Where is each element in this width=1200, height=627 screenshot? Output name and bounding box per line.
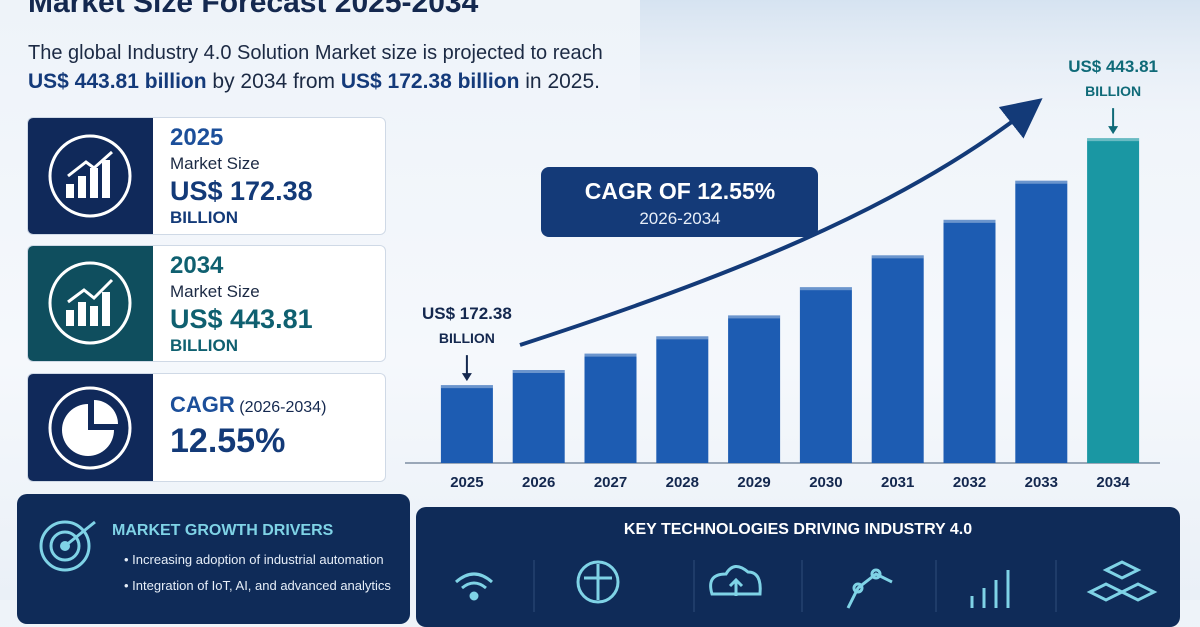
cagr-value: 12.55% (170, 422, 286, 460)
card-unit: BILLION (170, 336, 238, 355)
bar (656, 336, 709, 463)
bar-highlight (512, 370, 565, 374)
bar-highlight (799, 287, 852, 291)
bar (943, 219, 996, 463)
bar-highlight (584, 353, 637, 357)
card-cagr: CAGR (2026-2034) 12.55% (27, 373, 386, 482)
tech-panel: KEY TECHNOLOGIES DRIVING INDUSTRY 4.0 (416, 507, 1180, 627)
x-tick-label: 2033 (1025, 474, 1058, 491)
value-label: US$ 172.38 (422, 304, 512, 323)
x-tick-label: 2031 (881, 474, 914, 491)
bar-highlight (871, 255, 924, 259)
intro-line: US$ 443.81 billion by 2034 from US$ 172.… (28, 70, 600, 94)
card-icon (28, 118, 153, 234)
icon (48, 134, 132, 218)
card-2025: 2025 Market Size US$ 172.38 BILLION (27, 117, 386, 235)
card-year: 2025 (170, 124, 224, 151)
cagr-label: CAGR (170, 392, 235, 417)
bar (799, 287, 852, 463)
chart: CAGR OF 12.55% 2026-2034 2025 US$ 172.38 B… (405, 0, 1200, 491)
x-tick-label: 2026 (522, 474, 555, 491)
bar (1087, 138, 1140, 463)
intro-text: The global Industry 4.0 Solution Market … (28, 42, 603, 64)
card-value: US$ 172.38 (170, 176, 313, 206)
drivers-panel: MARKET GROWTH DRIVERS • Increasing adopt… (17, 494, 410, 624)
x-tick-label: 2029 (737, 474, 770, 491)
intro-end: in 2025. (525, 70, 600, 93)
icon (48, 386, 132, 470)
bar (1015, 180, 1068, 464)
icon (48, 261, 132, 345)
base-value: US$ 172.38 billion (340, 70, 520, 93)
card-2034: 2034 Market Size US$ 443.81 BILLION (27, 245, 386, 362)
driver-text: Integration of IoT, AI, and advanced ana… (132, 578, 391, 593)
growth-arrow (519, 98, 1043, 347)
bar (440, 385, 493, 463)
value-label-unit: BILLION (439, 330, 495, 346)
callout-period: 2026-2034 (639, 209, 720, 228)
intro-mid: by 2034 from (212, 70, 335, 93)
bar-highlight (1087, 138, 1140, 142)
card-icon (28, 374, 153, 481)
bar-highlight (440, 385, 493, 389)
target-value: US$ 443.81 billion (28, 70, 207, 93)
x-tick-label: 2034 (1096, 474, 1130, 491)
x-tick-label: 2030 (809, 474, 842, 491)
x-tick-label: 2025 (450, 474, 483, 491)
page-title: Market Size Forecast 2025-2034 (28, 0, 479, 19)
card-value: US$ 443.81 (170, 304, 313, 334)
x-tick-label: 2028 (666, 474, 699, 491)
tech-title: KEY TECHNOLOGIES DRIVING INDUSTRY 4.0 (623, 521, 973, 538)
cagr-callout (541, 167, 818, 237)
card-icon (28, 246, 153, 361)
bar (728, 315, 781, 463)
bar-highlight (656, 336, 709, 340)
driver-item: • Integration of IoT, AI, and advanced a… (124, 578, 391, 593)
label-arrowhead (1108, 126, 1119, 135)
card-label: Market Size (170, 154, 260, 173)
x-tick-label: 2027 (594, 474, 627, 491)
card-unit: BILLION (170, 208, 238, 227)
bar-highlight (943, 219, 996, 223)
value-label-unit: BILLION (1085, 83, 1141, 99)
bar-highlight (728, 315, 781, 319)
target-icon (39, 520, 96, 572)
x-tick-label: 2032 (953, 474, 986, 491)
bar (512, 370, 565, 463)
callout-title: CAGR OF 12.55% (585, 178, 775, 204)
value-label: US$ 443.81 (1068, 57, 1158, 76)
card-year: 2034 (170, 252, 224, 279)
bar (584, 353, 637, 463)
card-label: Market Size (170, 282, 260, 301)
bar-highlight (1015, 180, 1068, 184)
cagr-period: (2026-2034) (239, 399, 327, 416)
label-arrowhead (461, 373, 472, 382)
driver-text: Increasing adoption of industrial automa… (132, 552, 384, 567)
drivers-title: MARKET GROWTH DRIVERS (112, 522, 334, 539)
tech-icons (455, 560, 1158, 612)
background-glow (640, 0, 1200, 140)
bar (871, 255, 924, 463)
driver-item: • Increasing adoption of industrial auto… (124, 552, 384, 567)
